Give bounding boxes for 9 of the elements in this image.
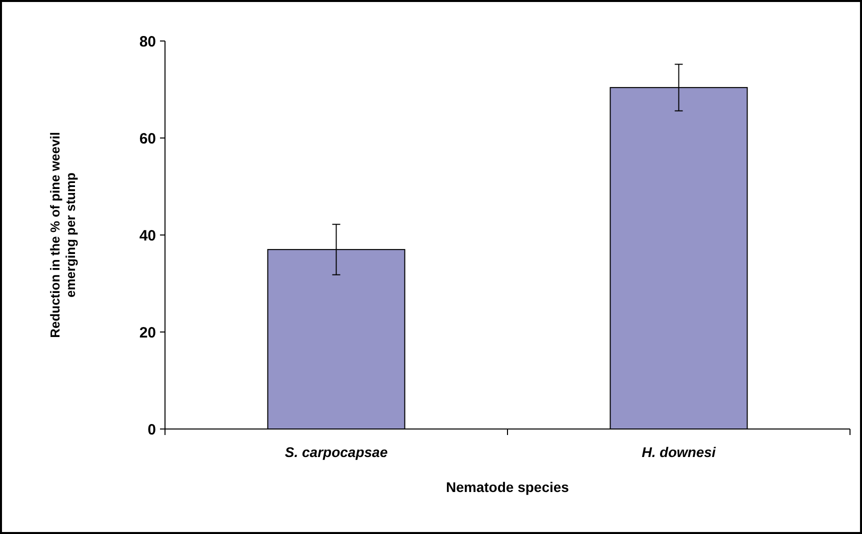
x-tick-label: S. carpocapsae xyxy=(284,444,388,460)
x-axis-title: Nematode species xyxy=(446,479,570,495)
y-axis-title: Reduction in the % of pine weevil emerging per stump xyxy=(47,132,78,338)
y-tick-label: 0 xyxy=(148,421,156,438)
x-tick-label: H. downesi xyxy=(642,444,717,460)
y-tick-label: 60 xyxy=(139,130,156,148)
y-tick-label: 80 xyxy=(139,33,156,50)
y-tick-label: 40 xyxy=(139,227,156,244)
y-tick-label: 20 xyxy=(139,324,156,342)
